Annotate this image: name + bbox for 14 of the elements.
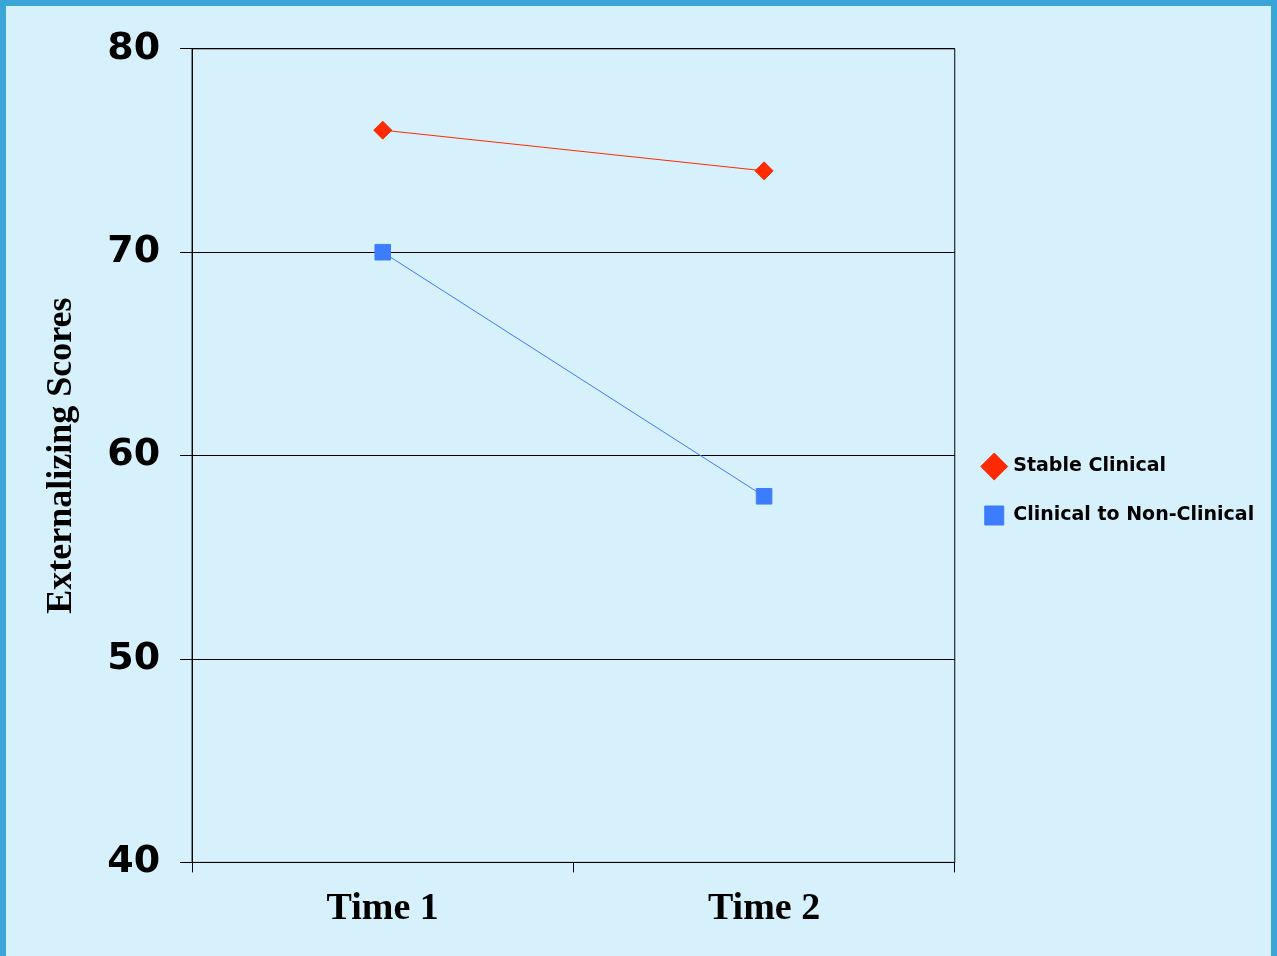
y-tick-label: 70 xyxy=(107,227,161,272)
y-tick-label: 60 xyxy=(107,430,161,475)
y-tick-label: 40 xyxy=(107,837,161,882)
point xyxy=(754,161,774,181)
y-tick-label: 50 xyxy=(107,633,161,678)
point xyxy=(373,120,393,140)
point xyxy=(755,488,773,505)
y-tick-label: 80 xyxy=(107,23,161,68)
y-axis-title: Externalizing Scores xyxy=(38,297,79,614)
legend-label: Stable Clinical xyxy=(1013,453,1167,476)
legend-label: Clinical to Non-Clinical xyxy=(1013,502,1255,525)
x-tick-label: Time 2 xyxy=(707,885,821,928)
point xyxy=(374,243,392,261)
x-tick-label: Time 1 xyxy=(326,885,439,928)
